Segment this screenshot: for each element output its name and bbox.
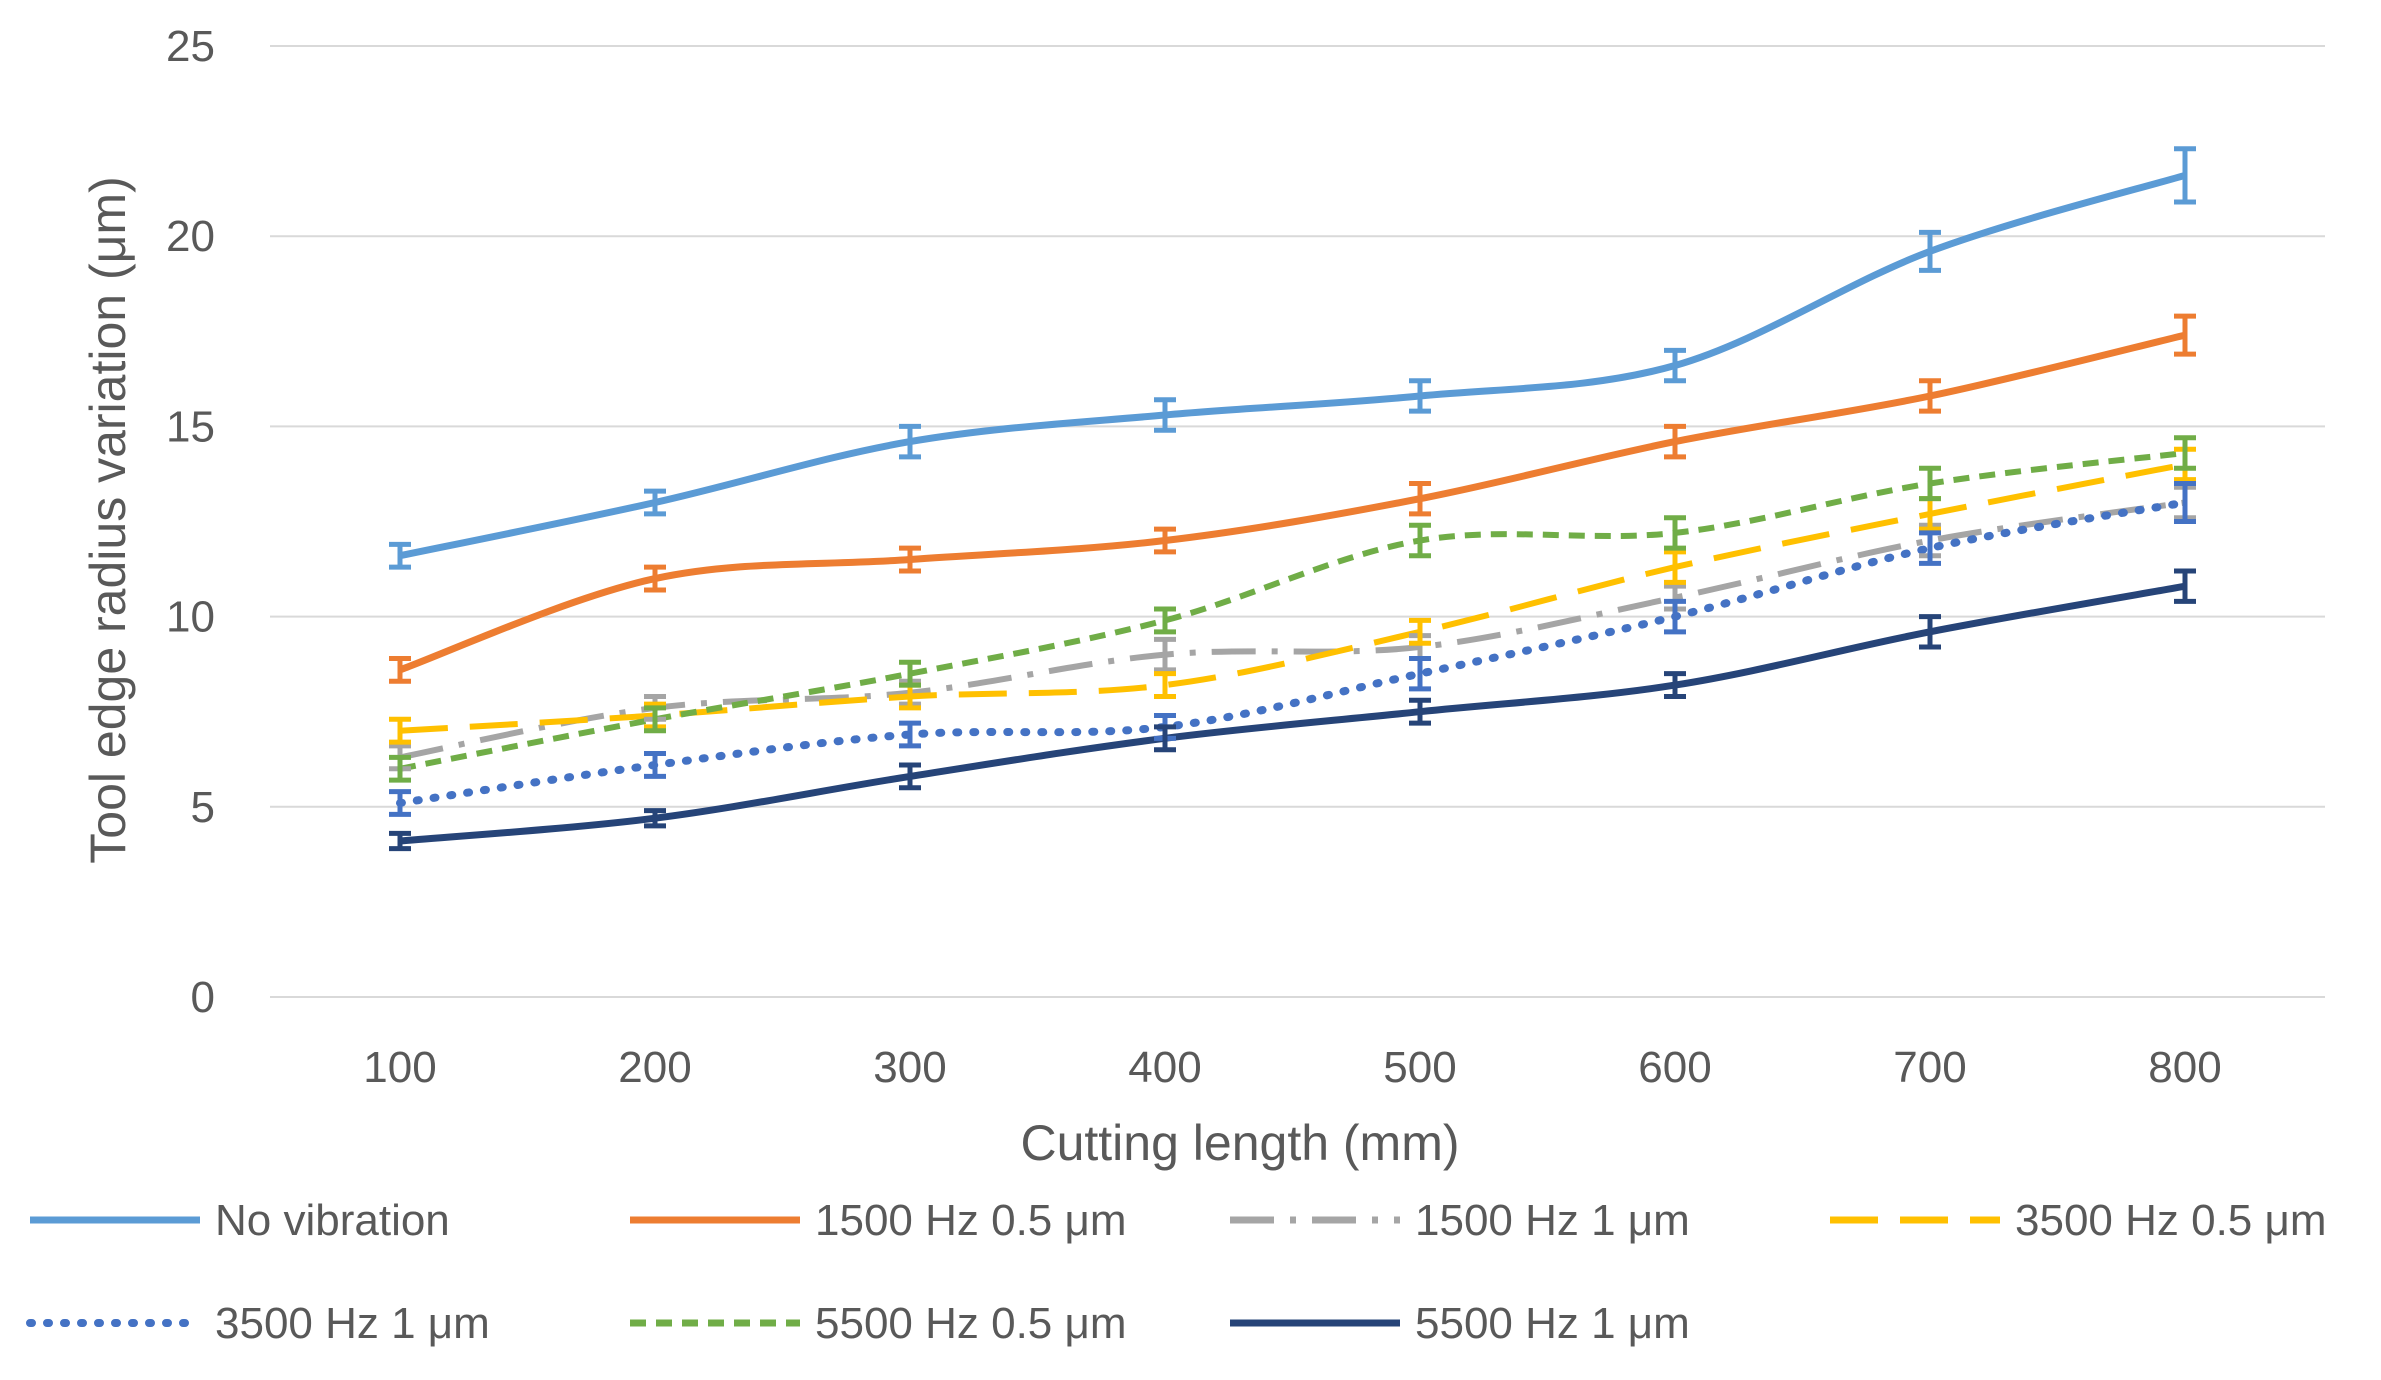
series-line-5500-hz-0-5-um bbox=[399, 450, 2186, 772]
legend-label: 3500 Hz 1 μm bbox=[215, 1299, 490, 1348]
error-bar-3500-hz-1-um bbox=[899, 720, 921, 749]
error-bar-5500-hz-0-5-um bbox=[2174, 435, 2196, 471]
legend-label: 5500 Hz 1 μm bbox=[1415, 1299, 1690, 1348]
legend-item-1500-hz-1-um: 1500 Hz 1 μm bbox=[1230, 1196, 1690, 1245]
error-bar-no-vibration bbox=[1409, 378, 1431, 414]
error-bar-3500-hz-0-5-um bbox=[1664, 549, 1686, 585]
x-axis-ticks: 100 200 300 400 500 600 700 800 bbox=[363, 1043, 2221, 1092]
error-bar-1500-hz-0-5-um bbox=[1409, 480, 1431, 517]
error-bar-3500-hz-1-um bbox=[1664, 598, 1686, 635]
error-bar-1500-hz-0-5-um bbox=[644, 564, 666, 593]
y-tick-label: 10 bbox=[166, 593, 215, 642]
series-line-no-vibration bbox=[399, 171, 2187, 560]
error-bar-1500-hz-0-5-um bbox=[1664, 423, 1686, 460]
series-line-3500-hz-1-um bbox=[396, 498, 2189, 807]
error-bar-5500-hz-0-5-um bbox=[389, 754, 411, 783]
error-bar-3500-hz-1-um bbox=[389, 789, 411, 817]
legend-label: 3500 Hz 0.5 μm bbox=[2015, 1196, 2327, 1245]
series-line-1500-hz-0-5-um bbox=[398, 331, 2186, 674]
legend-label: No vibration bbox=[215, 1196, 450, 1245]
x-tick-label: 800 bbox=[2148, 1043, 2221, 1092]
error-bar-3500-hz-1-um bbox=[1919, 530, 1941, 566]
error-bar-5500-hz-0-5-um bbox=[1919, 465, 1941, 502]
error-bar-5500-hz-1-um bbox=[1664, 671, 1686, 699]
error-bar-1500-hz-0-5-um bbox=[1154, 526, 1176, 555]
x-tick-label: 100 bbox=[363, 1043, 436, 1092]
error-bar-5500-hz-0-5-um bbox=[1664, 515, 1686, 551]
error-bar-5500-hz-1-um bbox=[1154, 724, 1176, 753]
error-bar-no-vibration bbox=[2174, 146, 2196, 205]
error-bar-1500-hz-0-5-um bbox=[2174, 313, 2196, 357]
error-bar-3500-hz-0-5-um bbox=[389, 716, 411, 745]
legend-label: 1500 Hz 1 μm bbox=[1415, 1196, 1690, 1245]
error-bar-no-vibration bbox=[1919, 229, 1941, 273]
error-bar-5500-hz-0-5-um bbox=[644, 705, 666, 734]
legend-item-3500-hz-1-um: 3500 Hz 1 μm bbox=[26, 1299, 490, 1348]
legend-item-1500-hz-0-5-um: 1500 Hz 0.5 μm bbox=[630, 1196, 1127, 1245]
error-bar-5500-hz-1-um bbox=[899, 762, 921, 791]
x-tick-label: 300 bbox=[873, 1043, 946, 1092]
y-tick-label: 15 bbox=[166, 402, 215, 451]
series-lines bbox=[396, 171, 2189, 845]
legend-item-3500-hz-0-5-um: 3500 Hz 0.5 μm bbox=[1830, 1196, 2327, 1245]
legend: No vibration 1500 Hz 0.5 μm 1500 Hz 1 μm 35… bbox=[26, 1196, 2327, 1348]
error-bar-no-vibration bbox=[1154, 397, 1176, 433]
gridlines bbox=[270, 45, 2325, 998]
error-bar-no-vibration bbox=[389, 541, 411, 570]
y-tick-label: 25 bbox=[166, 22, 215, 71]
series-line-1500-hz-1-um bbox=[399, 499, 2186, 761]
error-bar-no-vibration bbox=[644, 488, 666, 517]
error-bar-5500-hz-1-um bbox=[2174, 568, 2196, 604]
error-bar-5500-hz-1-um bbox=[1919, 614, 1941, 650]
x-tick-label: 700 bbox=[1893, 1043, 1966, 1092]
y-axis-title: Tool edge radius variation (μm) bbox=[80, 176, 136, 863]
x-axis-title: Cutting length (mm) bbox=[1020, 1115, 1459, 1171]
error-bar-3500-hz-0-5-um bbox=[1154, 671, 1176, 699]
legend-item-5500-hz-1-um: 5500 Hz 1 μm bbox=[1230, 1299, 1690, 1348]
series-line-5500-hz-1-um bbox=[399, 582, 2186, 845]
x-tick-label: 600 bbox=[1638, 1043, 1711, 1092]
legend-label: 5500 Hz 0.5 μm bbox=[815, 1299, 1127, 1348]
error-bar-no-vibration bbox=[1664, 347, 1686, 384]
series-line-3500-hz-0-5-um bbox=[399, 461, 2186, 734]
x-tick-label: 500 bbox=[1383, 1043, 1456, 1092]
legend-item-no-vibration: No vibration bbox=[30, 1196, 450, 1245]
error-bar-3500-hz-0-5-um bbox=[1409, 617, 1431, 646]
y-axis-ticks: 0 5 10 15 20 25 bbox=[166, 22, 215, 1022]
error-bar-1500-hz-0-5-um bbox=[899, 545, 921, 574]
error-bar-3500-hz-1-um bbox=[2174, 480, 2196, 524]
error-bar-5500-hz-1-um bbox=[1409, 697, 1431, 726]
error-bar-no-vibration bbox=[899, 423, 921, 460]
error-bar-5500-hz-0-5-um bbox=[1409, 522, 1431, 559]
legend-label: 1500 Hz 0.5 μm bbox=[815, 1196, 1127, 1245]
legend-item-5500-hz-0-5-um: 5500 Hz 0.5 μm bbox=[630, 1299, 1127, 1348]
x-tick-label: 400 bbox=[1128, 1043, 1201, 1092]
y-tick-label: 20 bbox=[166, 212, 215, 261]
y-tick-label: 0 bbox=[191, 973, 215, 1022]
error-bar-5500-hz-1-um bbox=[644, 808, 666, 829]
error-bar-5500-hz-1-um bbox=[389, 830, 411, 852]
x-tick-label: 200 bbox=[618, 1043, 691, 1092]
error-bar-1500-hz-0-5-um bbox=[1919, 378, 1941, 414]
error-bar-5500-hz-0-5-um bbox=[899, 659, 921, 688]
error-bar-3500-hz-1-um bbox=[1409, 655, 1431, 692]
error-bar-1500-hz-0-5-um bbox=[389, 655, 411, 684]
error-bar-5500-hz-0-5-um bbox=[1154, 606, 1176, 635]
error-bar-3500-hz-1-um bbox=[644, 751, 666, 779]
y-tick-label: 5 bbox=[191, 783, 215, 832]
error-bar-1500-hz-1-um bbox=[1154, 636, 1176, 673]
error-bars bbox=[389, 146, 2196, 852]
